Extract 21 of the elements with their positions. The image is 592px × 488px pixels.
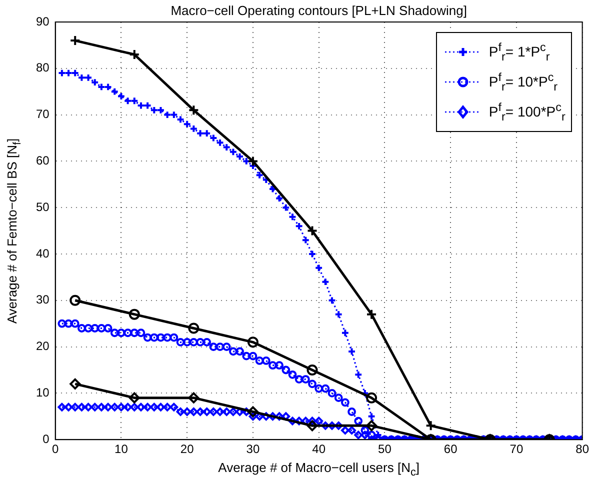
chart-title: Macro−cell Operating contours [PL+LN Shadowing] [170,3,467,18]
y-tick-label: 30 [36,292,50,307]
y-tick-label: 50 [36,200,50,214]
y-tick-label: 90 [36,14,50,28]
y-tick-label: 70 [36,107,50,122]
x-tick-label: 40 [312,442,326,456]
x-tick-label: 80 [576,442,590,456]
x-tick-label: 60 [444,442,458,456]
y-tick-label: 20 [36,339,50,354]
y-tick-label: 0 [42,432,50,446]
y-tick-label: 60 [36,154,50,168]
x-tick-label: 20 [180,442,194,456]
x-tick-label: 0 [52,442,60,456]
x-tick-label: 70 [510,442,524,456]
x-tick-label: 50 [378,442,392,456]
x-axis-title: Average # of Macro−cell users [N$_{c}$] [218,460,420,478]
y-tick-label: 10 [36,386,50,400]
y-tick-label: 40 [36,246,50,260]
y-tick-label: 80 [36,60,50,75]
x-tick-label: 30 [246,442,260,456]
x-tick-label: 10 [114,442,128,456]
